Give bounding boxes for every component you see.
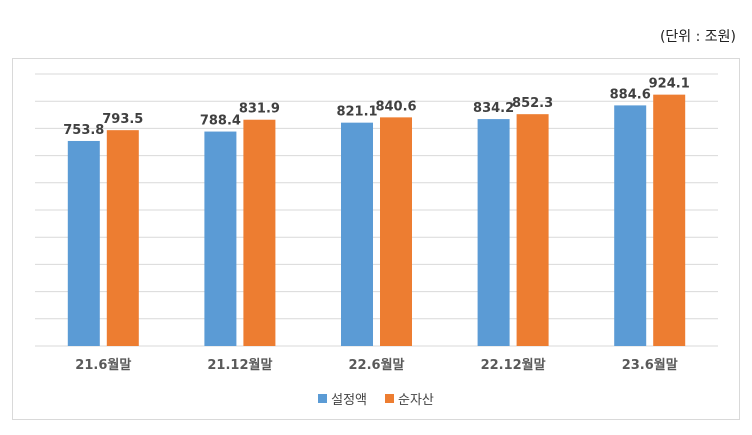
bar-series-2: [516, 114, 549, 346]
bar-series-1: [341, 122, 373, 346]
legend-item-series-1: 설정액: [318, 389, 367, 408]
chart-legend: 설정액 순자산: [13, 389, 739, 408]
bar-series-2: [106, 130, 139, 346]
data-label: 840.6: [375, 99, 416, 114]
bar-series-1: [67, 140, 100, 346]
bar-series-1: [614, 105, 647, 347]
legend-label-series-1: 설정액: [331, 393, 367, 408]
x-tick-label: 21.6월말: [75, 357, 131, 373]
legend-swatch-series-1: [318, 394, 328, 403]
x-tick-label: 22.6월말: [349, 357, 405, 373]
bar-series-2: [380, 117, 412, 346]
data-label: 924.1: [649, 77, 690, 92]
x-tick-label: 23.6월말: [622, 357, 678, 373]
x-tick-label: 22.12월말: [481, 357, 546, 373]
x-tick-label: 21.12월말: [207, 357, 272, 373]
unit-label: (단위 : 조원): [659, 29, 736, 45]
data-label: 821.1: [336, 105, 377, 120]
data-label: 753.8: [63, 123, 104, 138]
data-label: 793.5: [102, 112, 143, 127]
data-label: 834.2: [473, 101, 514, 116]
legend-label-series-2: 순자산: [398, 393, 434, 408]
chart-frame: 753.8 793.5 21.6월말 788.4 831.9 21.12월말 821.1 84…: [12, 58, 740, 420]
legend-item-series-2: 순자산: [385, 389, 434, 408]
bar-series-2: [653, 94, 686, 346]
bar-series-1: [477, 119, 510, 346]
data-label: 831.9: [239, 102, 280, 117]
bar-series-2: [243, 119, 276, 346]
bar-series-1: [204, 131, 237, 346]
data-label: 884.6: [610, 87, 651, 102]
data-label: 852.3: [512, 96, 553, 111]
legend-swatch-series-2: [385, 394, 394, 403]
data-label: 788.4: [200, 114, 241, 129]
